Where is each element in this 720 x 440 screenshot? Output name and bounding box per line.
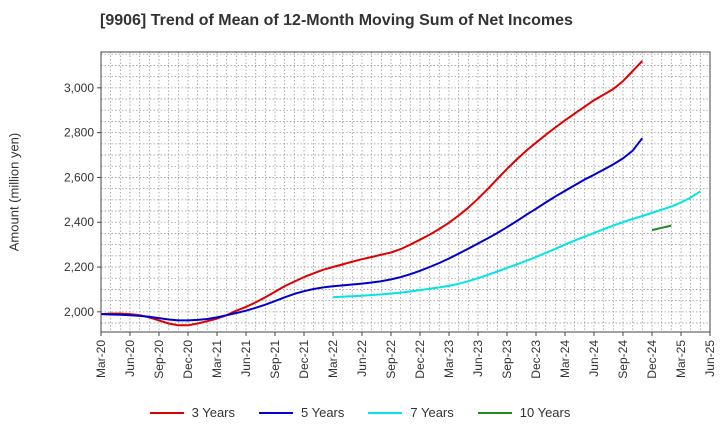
x-tick-label: Dec-21 (297, 340, 311, 379)
x-tick-label: Dec-24 (645, 340, 659, 379)
legend-label: 3 Years (191, 405, 235, 420)
legend-swatch (368, 411, 403, 414)
series-line (332, 190, 701, 299)
x-tick-label: Dec-23 (529, 340, 543, 379)
legend-item: 7 Years (368, 405, 454, 420)
x-tick-label: Mar-21 (210, 340, 224, 378)
x-tick-label: Sep-22 (384, 340, 398, 379)
x-tick-label: Mar-23 (442, 340, 456, 378)
y-tick-label: 2,200 (64, 260, 94, 274)
x-tick-label: Sep-21 (268, 340, 282, 379)
y-tick-label: 2,600 (64, 170, 94, 184)
x-tick-label: Sep-20 (152, 340, 166, 379)
legend-swatch (149, 411, 184, 414)
y-tick-label: 2,800 (64, 126, 94, 140)
axis-layer: 2,000 2,200 2,400 2,600 2,800 3,000 Mar-20 Jun-… (64, 51, 717, 379)
x-tick-label: Mar-20 (94, 340, 108, 378)
x-tick-label: Mar-22 (326, 340, 340, 378)
x-tick-label: Jun-25 (703, 340, 717, 377)
series-layer (100, 60, 701, 327)
x-tick-label: Jun-24 (587, 340, 601, 377)
legend-label: 5 Years (301, 405, 345, 420)
legend-item: 3 Years (149, 405, 235, 420)
series-line (100, 137, 644, 322)
chart-title: [9906] Trend of Mean of 12-Month Moving … (100, 12, 573, 29)
legend-label: 7 Years (410, 405, 454, 420)
legend-swatch (477, 411, 512, 414)
legend-item: 5 Years (259, 405, 344, 420)
x-tick-label: Jun-21 (239, 340, 253, 377)
chart-legend: 3 Years 5 Years 7 Years 10 Years (0, 405, 720, 420)
x-tick-label: Mar-25 (674, 340, 688, 378)
legend-item: 10 Years (477, 405, 571, 420)
series-line (100, 60, 644, 327)
x-tick-label: Jun-20 (123, 340, 137, 377)
legend-label: 10 Years (519, 405, 571, 420)
x-tick-label: Jun-22 (355, 340, 369, 377)
grid-layer (101, 52, 710, 332)
x-tick-label: Sep-23 (500, 340, 514, 379)
x-tick-label: Mar-24 (558, 340, 572, 378)
series-line (651, 224, 672, 232)
legend-swatch (259, 411, 293, 414)
x-tick-label: Dec-22 (413, 340, 427, 379)
plot-frame (100, 51, 711, 333)
y-tick-label: 2,000 (64, 305, 94, 319)
x-tick-label: Dec-20 (181, 340, 195, 379)
y-tick-label: 2,400 (64, 215, 94, 229)
x-tick-label: Sep-24 (616, 340, 630, 379)
y-tick-label: 3,000 (64, 81, 94, 95)
x-tick-label: Jun-23 (471, 340, 485, 377)
